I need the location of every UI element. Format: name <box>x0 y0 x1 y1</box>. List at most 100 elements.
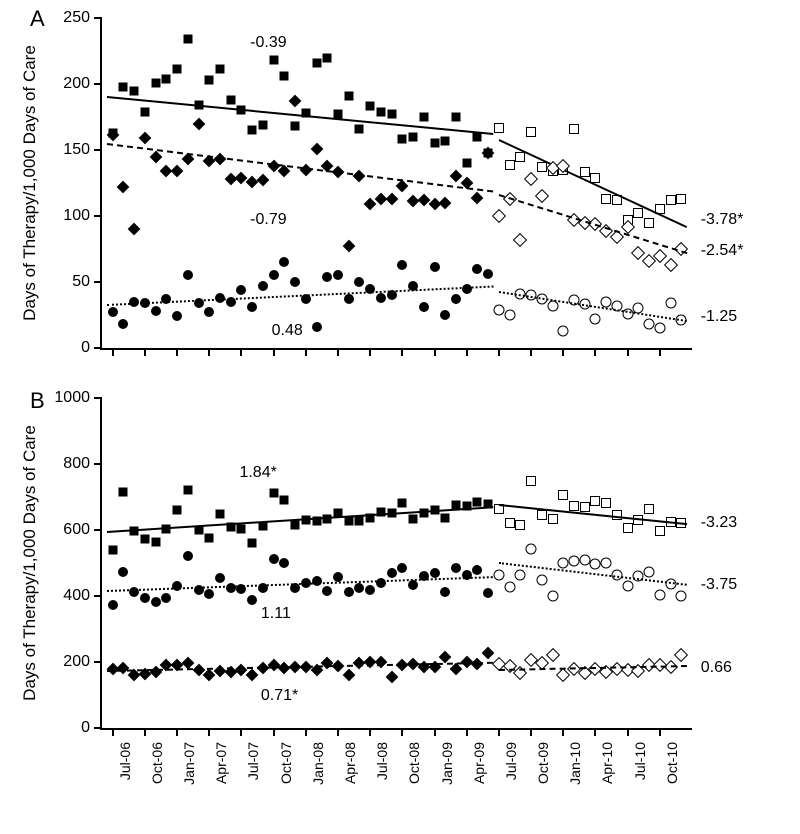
data-point <box>440 310 450 320</box>
data-point <box>504 310 515 321</box>
data-point <box>397 563 407 573</box>
data-point <box>183 35 192 44</box>
data-point <box>666 195 676 205</box>
xtick <box>498 728 500 736</box>
xtick <box>627 348 629 356</box>
trend-line <box>499 194 687 254</box>
slope-label: -3.75 <box>701 576 737 594</box>
data-point <box>354 583 364 593</box>
xtick <box>305 348 307 356</box>
ytick <box>94 397 102 399</box>
data-point <box>505 518 515 528</box>
data-point <box>580 502 590 512</box>
data-point <box>558 490 568 500</box>
data-point <box>674 648 688 662</box>
data-point <box>149 150 162 163</box>
ytick-label: 0 <box>81 719 90 737</box>
data-point <box>450 170 463 183</box>
data-point <box>226 95 235 104</box>
data-point <box>366 102 375 111</box>
xtick-label: Oct-10 <box>664 742 680 784</box>
xtick <box>369 728 371 736</box>
data-point <box>472 565 482 575</box>
data-point <box>151 78 160 87</box>
xtick-label: Jul-09 <box>503 742 519 780</box>
data-point <box>310 142 323 155</box>
data-point <box>569 124 579 134</box>
xtick-label: Oct-08 <box>406 742 422 784</box>
xtick <box>562 348 564 356</box>
data-point <box>579 555 590 566</box>
data-point <box>376 107 385 116</box>
trend-line <box>107 506 493 533</box>
data-point <box>644 504 654 514</box>
data-point <box>118 567 128 577</box>
data-point <box>162 74 171 83</box>
ytick <box>94 83 102 85</box>
ytick-label: 400 <box>63 587 90 605</box>
data-point <box>440 587 450 597</box>
data-point <box>342 240 355 253</box>
data-point <box>216 510 225 519</box>
data-point <box>452 113 461 122</box>
data-point <box>119 488 128 497</box>
data-point <box>173 65 182 74</box>
xtick-label: Jan-10 <box>567 742 583 785</box>
data-point <box>151 538 160 547</box>
data-point <box>365 585 375 595</box>
data-point <box>258 281 268 291</box>
xtick-label: Oct-06 <box>149 742 165 784</box>
ytick <box>94 727 102 729</box>
data-point <box>385 192 398 205</box>
data-point <box>558 557 569 568</box>
data-point <box>408 580 418 590</box>
data-point <box>247 595 257 605</box>
data-point <box>524 172 538 186</box>
data-point <box>269 489 278 498</box>
data-point <box>537 510 547 520</box>
data-point <box>289 95 302 108</box>
data-point <box>472 264 482 274</box>
data-point <box>269 56 278 65</box>
data-point <box>117 181 130 194</box>
data-point <box>493 304 504 315</box>
data-point <box>398 135 407 144</box>
xtick <box>112 348 114 356</box>
xtick-label: Apr-10 <box>599 742 615 784</box>
data-point <box>183 551 193 561</box>
data-point <box>430 568 440 578</box>
data-point <box>139 132 152 145</box>
xtick <box>208 348 210 356</box>
xtick-label: Apr-09 <box>471 742 487 784</box>
data-point <box>430 262 440 272</box>
data-point <box>397 260 407 270</box>
ytick-label: 800 <box>63 455 90 473</box>
data-point <box>355 517 364 526</box>
data-point <box>665 298 676 309</box>
data-point <box>183 270 193 280</box>
xtick <box>240 728 242 736</box>
data-point <box>140 535 149 544</box>
data-point <box>545 648 559 662</box>
xtick <box>273 728 275 736</box>
data-point <box>183 485 192 494</box>
data-point <box>644 567 655 578</box>
data-point <box>204 589 214 599</box>
data-point <box>515 569 526 580</box>
ytick-label: 250 <box>63 9 90 27</box>
xtick <box>112 728 114 736</box>
data-point <box>291 122 300 131</box>
data-point <box>513 233 527 247</box>
xtick <box>659 348 661 356</box>
data-point <box>387 568 397 578</box>
data-point <box>117 662 130 675</box>
data-point <box>257 174 270 187</box>
data-point <box>590 558 601 569</box>
slope-label: -1.25 <box>701 308 737 326</box>
data-point <box>205 533 214 542</box>
data-point <box>623 523 633 533</box>
data-point <box>119 82 128 91</box>
slope-label: -3.78* <box>701 211 744 229</box>
data-point <box>205 76 214 85</box>
data-point <box>676 590 687 601</box>
